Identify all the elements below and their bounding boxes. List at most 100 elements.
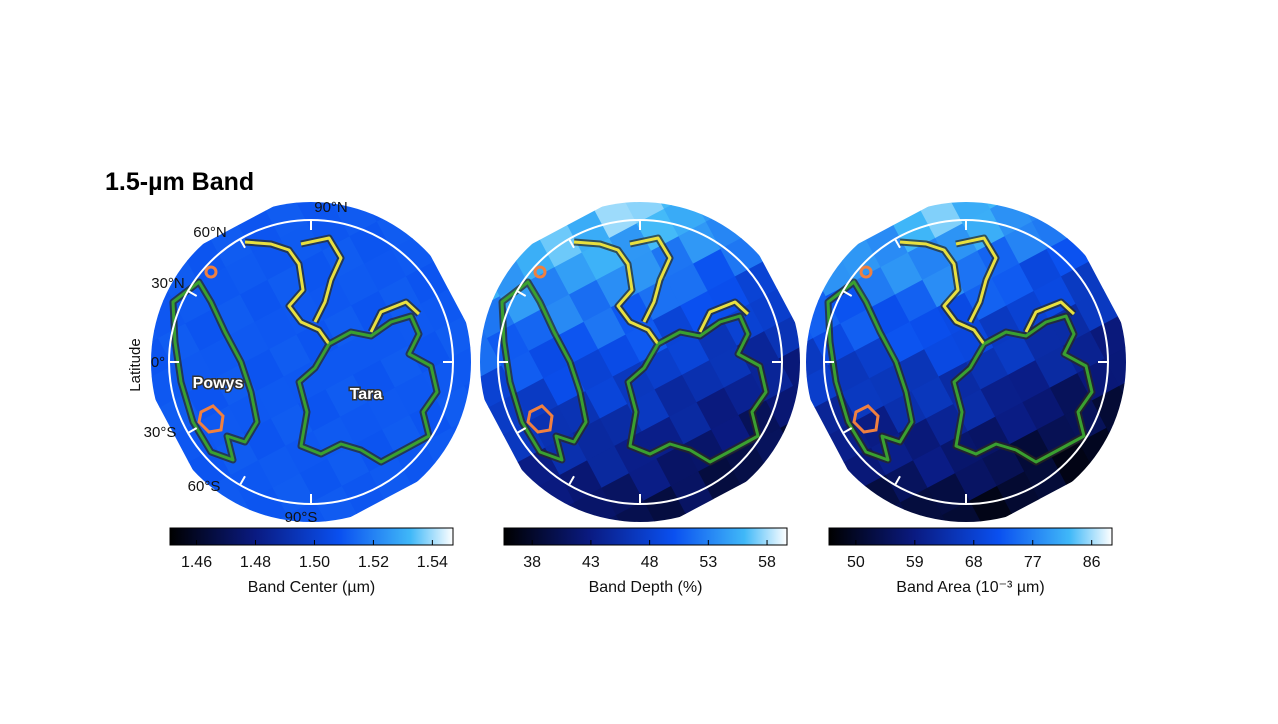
tile	[598, 334, 641, 377]
tile	[256, 376, 299, 419]
tile	[539, 224, 583, 268]
tile	[654, 374, 698, 418]
tile	[269, 334, 312, 377]
tile	[257, 445, 301, 489]
tile	[698, 456, 741, 500]
tile	[420, 288, 464, 332]
tile	[405, 261, 449, 305]
latitude-labels: 90°N 60°N 30°N 0° 30°S 60°S 90°S Latitud…	[127, 199, 348, 526]
colorbar-tick-label: 38	[523, 554, 541, 571]
colorbar-tick-label: 86	[1083, 554, 1101, 571]
colorbar-tick-label: 68	[965, 554, 983, 571]
tile	[947, 202, 991, 224]
lat-label: 60°N	[193, 224, 227, 241]
colorbars: 1.46 1.48 1.50 1.52 1.54 Band Center (µm) 38 43…	[169, 527, 1113, 596]
tile	[283, 361, 327, 405]
tile	[942, 500, 985, 522]
tile	[894, 279, 938, 323]
tile	[1004, 221, 1048, 265]
tile	[480, 337, 503, 381]
graticule-tick	[516, 290, 527, 297]
tile	[338, 332, 381, 376]
graticule-tick	[187, 290, 198, 297]
tile	[554, 252, 598, 295]
tile	[927, 472, 971, 516]
region-label: Powys	[193, 375, 244, 392]
tile	[656, 443, 699, 487]
tile	[1119, 371, 1126, 414]
tile	[940, 431, 983, 474]
colorbar-tick-label: 43	[582, 554, 600, 571]
colorbar-tick-label: 1.48	[240, 554, 271, 571]
tile	[369, 456, 412, 500]
tile	[1007, 360, 1051, 403]
tile	[1024, 456, 1067, 500]
colorbar-tick-label: 1.54	[417, 554, 448, 571]
tile	[585, 376, 628, 419]
lat-label: 90°N	[314, 199, 348, 216]
tile	[1022, 387, 1066, 431]
tile	[367, 387, 411, 431]
tile	[570, 348, 614, 392]
map	[806, 202, 1177, 522]
tile	[667, 332, 710, 376]
tile	[1075, 288, 1119, 332]
colorbar-tick-label: 1.50	[299, 554, 330, 571]
lat-label: 90°S	[285, 509, 318, 526]
tile	[669, 401, 712, 445]
tile	[210, 224, 254, 268]
tile	[628, 458, 672, 502]
tile	[643, 485, 687, 522]
tile	[594, 202, 638, 239]
tile	[557, 390, 601, 434]
tile	[924, 334, 967, 377]
graticule-tick	[516, 427, 527, 434]
tile	[340, 401, 383, 445]
colorbar-label: Band Center (µm)	[248, 579, 375, 596]
graticule-tick	[568, 475, 575, 486]
graticule-tick	[894, 238, 901, 249]
tile	[1104, 343, 1126, 387]
tile	[101, 283, 144, 326]
tile	[449, 343, 471, 387]
tile	[265, 202, 309, 239]
graticule-tick	[842, 290, 853, 297]
tile	[969, 485, 1013, 522]
tile	[612, 361, 656, 405]
tile	[327, 443, 370, 487]
tile	[1134, 398, 1177, 441]
tile	[680, 290, 723, 334]
tiles	[806, 202, 1177, 522]
tile	[880, 252, 924, 295]
tile	[348, 152, 391, 195]
colorbar-label: Band Depth (%)	[589, 579, 703, 596]
tile	[911, 376, 954, 419]
tile	[996, 471, 1040, 514]
tile	[621, 202, 665, 224]
tile	[1060, 261, 1104, 305]
colorbar	[828, 527, 1113, 546]
tile	[341, 471, 385, 514]
tile	[364, 248, 407, 292]
tile	[352, 360, 396, 403]
tile	[885, 460, 929, 503]
tile	[285, 431, 328, 474]
tile	[920, 202, 964, 239]
tile	[230, 460, 274, 503]
tile	[287, 500, 330, 522]
tile	[1019, 248, 1062, 292]
tile	[559, 460, 603, 503]
map	[480, 202, 800, 522]
graticule-tick	[239, 475, 246, 486]
tile	[806, 337, 829, 381]
tile	[896, 348, 940, 392]
region-label: Tara	[350, 386, 383, 403]
lat-label: 0°	[151, 354, 165, 371]
tile	[241, 348, 285, 392]
tile	[954, 458, 998, 502]
tile	[670, 471, 714, 514]
tile	[616, 500, 659, 522]
tile	[678, 221, 722, 265]
axis-label: Latitude	[127, 338, 144, 391]
